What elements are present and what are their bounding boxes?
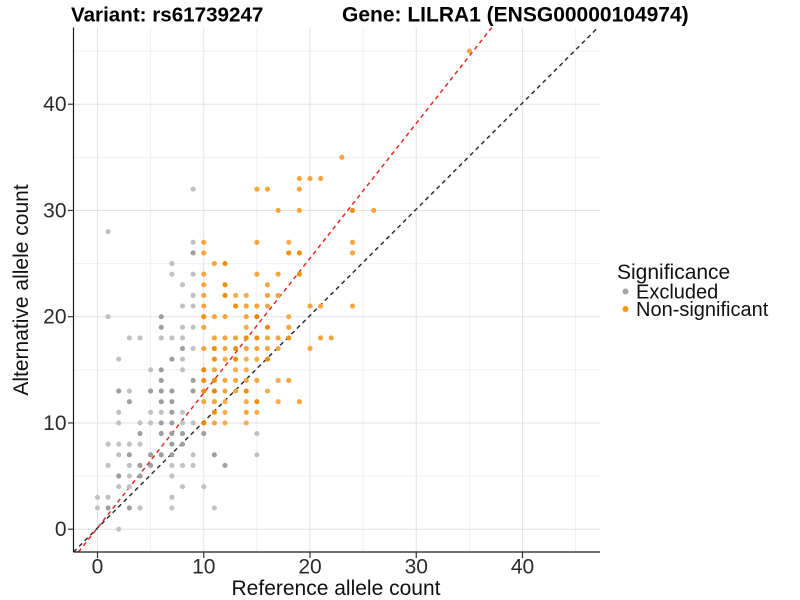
svg-text:0: 0 (92, 556, 104, 579)
svg-text:30: 30 (405, 556, 428, 579)
svg-text:Reference allele count: Reference allele count (232, 577, 441, 600)
svg-text:Gene: LILRA1 (ENSG00000104974): Gene: LILRA1 (ENSG00000104974) (342, 4, 689, 27)
svg-text:0: 0 (55, 518, 67, 541)
svg-text:Excluded: Excluded (636, 282, 718, 304)
svg-text:10: 10 (43, 412, 66, 435)
svg-text:Non-significant: Non-significant (636, 299, 769, 321)
svg-text:40: 40 (511, 556, 534, 579)
svg-text:10: 10 (192, 556, 215, 579)
svg-text:20: 20 (43, 306, 66, 329)
svg-text:Alternative allele count: Alternative allele count (10, 184, 33, 395)
svg-text:30: 30 (43, 199, 66, 222)
svg-text:Variant: rs61739247: Variant: rs61739247 (71, 4, 263, 27)
svg-text:40: 40 (43, 93, 66, 116)
svg-text:20: 20 (298, 556, 321, 579)
svg-text:Significance: Significance (617, 261, 730, 284)
